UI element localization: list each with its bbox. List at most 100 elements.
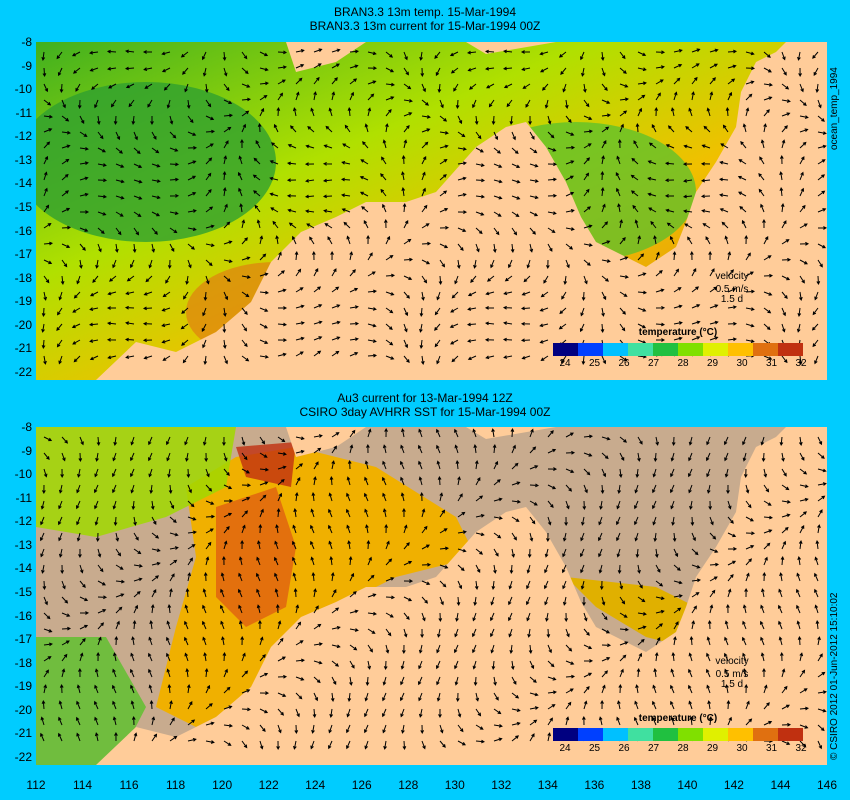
current-arrow bbox=[781, 513, 791, 518]
current-arrow bbox=[475, 692, 480, 702]
current-arrow bbox=[132, 619, 137, 630]
current-arrow bbox=[288, 222, 297, 229]
current-arrow bbox=[94, 684, 99, 694]
current-arrow bbox=[474, 460, 479, 470]
current-arrow bbox=[547, 177, 558, 182]
current-arrow bbox=[547, 704, 556, 710]
bottom-warm-patch bbox=[216, 487, 296, 627]
current-arrow bbox=[467, 355, 477, 361]
current-arrow bbox=[799, 275, 805, 284]
current-arrow bbox=[745, 700, 750, 710]
current-arrow bbox=[277, 79, 286, 85]
current-arrow bbox=[418, 460, 423, 470]
colorbar-swatch bbox=[603, 728, 629, 741]
current-arrow bbox=[349, 337, 359, 342]
current-arrow bbox=[493, 532, 502, 539]
current-arrow bbox=[96, 651, 100, 662]
current-arrow bbox=[162, 291, 171, 298]
current-arrow bbox=[601, 684, 606, 694]
current-arrow bbox=[367, 556, 372, 566]
current-arrow bbox=[381, 476, 387, 486]
current-arrow bbox=[504, 275, 513, 282]
current-arrow bbox=[565, 468, 575, 473]
current-arrow bbox=[706, 484, 711, 494]
current-arrow bbox=[637, 625, 647, 630]
current-arrow bbox=[457, 243, 464, 252]
current-arrow bbox=[705, 236, 711, 245]
current-arrow bbox=[547, 430, 554, 438]
bottom-y-tick-label: -8 bbox=[21, 420, 32, 434]
current-arrow bbox=[43, 612, 51, 620]
current-arrow bbox=[349, 676, 353, 686]
top-velocity-time: 1.5 d bbox=[720, 294, 744, 305]
current-arrow bbox=[600, 323, 605, 334]
current-arrow bbox=[637, 272, 647, 277]
current-arrow bbox=[61, 158, 70, 165]
current-arrow bbox=[277, 724, 282, 734]
current-arrow bbox=[293, 508, 298, 518]
current-arrow bbox=[434, 339, 441, 348]
current-arrow bbox=[763, 307, 772, 314]
current-arrow bbox=[493, 211, 502, 217]
current-arrow bbox=[40, 732, 45, 742]
current-arrow bbox=[223, 668, 228, 678]
colorbar-swatch bbox=[603, 343, 629, 356]
colorbar-swatch bbox=[578, 343, 604, 356]
current-arrow bbox=[450, 67, 459, 74]
current-arrow bbox=[313, 48, 323, 53]
current-arrow bbox=[367, 428, 372, 438]
current-arrow bbox=[742, 123, 747, 133]
current-arrow bbox=[222, 323, 227, 334]
colorbar-tick-label: 26 bbox=[618, 358, 630, 369]
bottom-colorbar bbox=[553, 728, 803, 741]
current-arrow bbox=[673, 287, 682, 293]
current-arrow bbox=[544, 596, 549, 606]
current-arrow bbox=[781, 500, 791, 504]
current-arrow bbox=[148, 668, 153, 678]
current-arrow bbox=[601, 307, 605, 317]
current-arrow bbox=[237, 171, 243, 181]
current-arrow bbox=[547, 516, 552, 526]
current-arrow bbox=[125, 355, 135, 359]
current-arrow bbox=[57, 516, 63, 526]
current-arrow bbox=[727, 337, 737, 342]
colorbar-tick-label: 25 bbox=[588, 358, 601, 369]
current-arrow bbox=[151, 243, 156, 253]
bottom-y-tick-label: -17 bbox=[14, 632, 32, 647]
current-arrow bbox=[651, 500, 657, 510]
current-arrow bbox=[637, 452, 641, 462]
colorbar-swatch bbox=[628, 728, 654, 741]
current-arrow bbox=[655, 436, 660, 446]
current-arrow bbox=[115, 227, 122, 236]
current-arrow bbox=[184, 83, 189, 93]
current-arrow bbox=[223, 140, 229, 149]
current-arrow bbox=[814, 572, 819, 582]
current-arrow bbox=[222, 555, 226, 566]
current-arrow bbox=[655, 251, 660, 261]
current-arrow bbox=[61, 640, 70, 646]
current-arrow bbox=[763, 556, 768, 566]
current-arrow bbox=[115, 163, 125, 168]
current-arrow bbox=[670, 500, 675, 510]
current-arrow bbox=[635, 468, 640, 478]
current-arrow bbox=[61, 580, 66, 590]
current-arrow bbox=[601, 468, 607, 478]
current-arrow bbox=[781, 112, 791, 117]
current-arrow bbox=[583, 206, 591, 213]
current-arrow bbox=[745, 289, 756, 294]
current-arrow bbox=[383, 218, 388, 229]
current-arrow bbox=[598, 564, 603, 574]
current-arrow bbox=[331, 660, 340, 667]
current-arrow bbox=[43, 452, 50, 461]
current-arrow bbox=[709, 286, 718, 293]
current-arrow bbox=[700, 194, 711, 199]
current-arrow bbox=[331, 644, 341, 649]
current-arrow bbox=[418, 660, 423, 670]
current-arrow bbox=[709, 576, 718, 582]
current-arrow bbox=[562, 83, 567, 93]
current-arrow bbox=[437, 628, 441, 638]
current-arrow bbox=[798, 436, 803, 446]
current-arrow bbox=[277, 322, 287, 327]
top-map-panel bbox=[36, 42, 827, 380]
current-arrow bbox=[385, 123, 389, 133]
